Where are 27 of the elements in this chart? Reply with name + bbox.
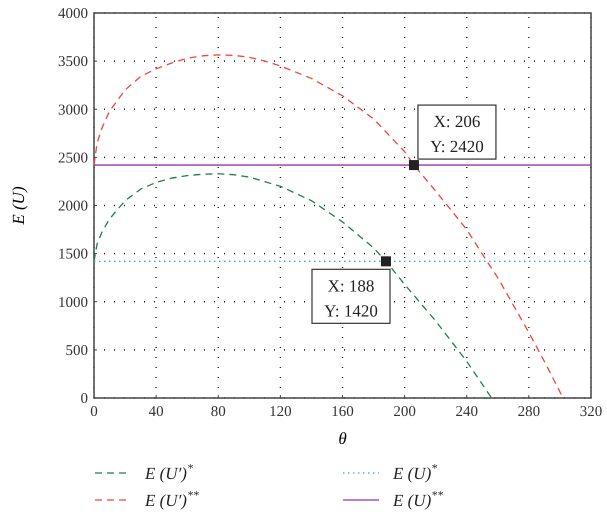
x-axis-title: θ <box>338 429 347 448</box>
y-tick-label: 3500 <box>58 54 88 70</box>
legend-label: E (U)$^{**}$ <box>392 488 444 510</box>
x-tick-label: 200 <box>393 404 416 420</box>
x-tick-label: 0 <box>90 404 98 420</box>
line-series <box>93 173 492 399</box>
y-axis-title: E (U) <box>9 186 28 226</box>
y-tick-label: 3000 <box>58 102 88 118</box>
x-tick-label: 120 <box>269 404 292 420</box>
legend-label: E (U′)$^{**}$ <box>144 488 199 510</box>
x-tick-label: 280 <box>518 404 540 420</box>
x-tick-label: 40 <box>148 404 164 420</box>
legend-label: E (U′)$^{*}$ <box>144 461 193 483</box>
legend-label: E (U)$^{*}$ <box>392 461 438 483</box>
y-tick-label: 1500 <box>58 246 88 263</box>
y-tick-label: 2000 <box>58 198 88 214</box>
y-tick-label: 0 <box>80 391 88 407</box>
y-tick-label: 1000 <box>58 294 88 311</box>
x-tick-label: 160 <box>331 404 354 420</box>
x-tick-label: 80 <box>210 404 226 420</box>
x-tick-label: 320 <box>580 404 602 420</box>
annotation: X: 188 Y: 1420 <box>324 276 378 320</box>
y-tick-label: 500 <box>66 342 88 359</box>
y-tick-label: 2500 <box>58 150 88 166</box>
y-tick-label: 4000 <box>58 6 88 22</box>
annotation: X: 206 Y: 2420 <box>430 112 484 156</box>
x-tick-label: 240 <box>456 404 478 420</box>
